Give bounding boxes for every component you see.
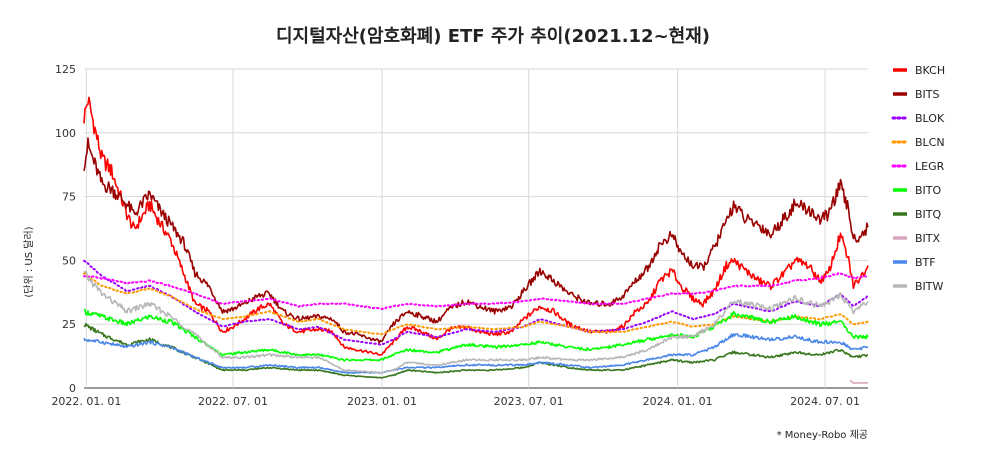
legend-label-bitx: BITX (915, 232, 941, 245)
x-tick-label: 2022. 07. 01 (198, 395, 268, 408)
source-note: * Money-Robo 제공 (777, 429, 868, 441)
legend-label-bitq: BITQ (915, 208, 942, 221)
legend-label-btf: BTF (915, 256, 936, 269)
x-tick-label: 2024. 07. 01 (790, 395, 860, 408)
series-line-bitx (849, 379, 869, 384)
y-axis-ticks: 0 25 50 75 100 125 (55, 63, 76, 395)
y-tick-label: 50 (62, 254, 76, 267)
series-line-blok (83, 259, 869, 346)
legend-label-bitw: BITW (915, 280, 944, 293)
series-lines (83, 96, 869, 384)
grid (84, 68, 868, 389)
chart-title: 디지털자산(암호화폐) ETF 주가 추이(2021.12~현재) (276, 26, 710, 47)
legend-label-blok: BLOK (915, 112, 945, 125)
x-tick-label: 2023. 07. 01 (494, 395, 564, 408)
y-tick-label: 75 (62, 191, 76, 204)
legend-label-bito: BITO (915, 184, 942, 197)
series-line-bito (83, 308, 869, 362)
legend-label-legr: LEGR (915, 160, 945, 173)
y-tick-label: 100 (55, 127, 76, 140)
series-line-legr (83, 272, 869, 310)
series-line-bitw (83, 270, 869, 374)
series-line-btf (83, 333, 868, 374)
series-line-bitq (83, 322, 869, 379)
x-tick-label: 2023. 01. 01 (347, 395, 417, 408)
legend-label-blcn: BLCN (915, 136, 945, 149)
x-tick-label: 2024. 01. 01 (643, 395, 713, 408)
y-tick-label: 25 (62, 318, 76, 331)
x-tick-label: 2022. 01. 01 (51, 395, 121, 408)
legend-label-bkch: BKCH (915, 64, 945, 77)
legend-label-bits: BITS (915, 88, 940, 101)
legend: BKCH BITS BLOK BLCN LEGR BITO BITQ BITX BTF BITW (891, 64, 945, 293)
series-line-bits (83, 137, 869, 344)
y-tick-label: 125 (55, 63, 76, 76)
y-axis-label: (단위 : US 달러) (22, 226, 35, 297)
x-axis-ticks: 2022. 01. 01 2022. 07. 01 2023. 01. 01 2023… (51, 395, 860, 408)
y-tick-label: 0 (69, 382, 76, 395)
